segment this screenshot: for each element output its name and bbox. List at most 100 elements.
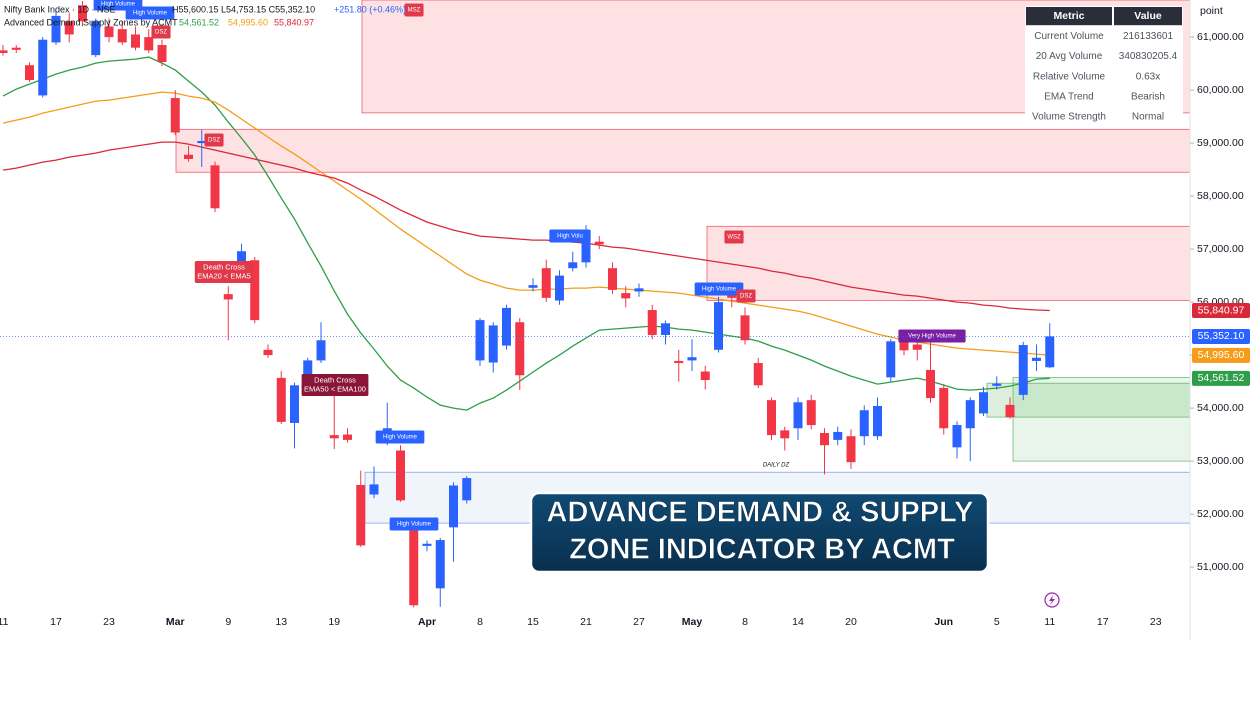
annotation-text: DAILY DZ bbox=[763, 463, 790, 469]
candle-body bbox=[0, 50, 8, 53]
candle-body bbox=[873, 405, 882, 437]
candle-body bbox=[263, 349, 273, 356]
annotation-text: High Volume bbox=[101, 2, 136, 8]
annotation-text: EMA50 < EMA100 bbox=[304, 384, 366, 393]
x-tick-label: 9 bbox=[225, 616, 231, 628]
candle-body bbox=[329, 435, 339, 439]
candle-body bbox=[144, 37, 154, 51]
candle-body bbox=[343, 434, 352, 440]
candle-body bbox=[608, 268, 617, 290]
annotation-text: Death Cross bbox=[203, 262, 245, 271]
x-tick-label: 17 bbox=[1097, 616, 1109, 628]
annotation-box bbox=[724, 230, 744, 244]
candle-body bbox=[727, 295, 737, 298]
candle-body bbox=[369, 484, 379, 495]
x-tick-label: 13 bbox=[275, 616, 287, 628]
annotation-box bbox=[549, 229, 591, 243]
candle-body bbox=[396, 450, 405, 501]
annotation-box bbox=[151, 25, 171, 39]
annotation-box bbox=[736, 289, 756, 303]
candle-body bbox=[1005, 404, 1015, 418]
candle-body bbox=[1018, 345, 1028, 395]
price-tag-label: 55,352.10 bbox=[1198, 330, 1245, 342]
candle-body bbox=[250, 260, 260, 321]
indicator-value: 54,561.52 bbox=[179, 17, 219, 27]
price-tag bbox=[1192, 370, 1250, 386]
table-cell: 0.63x bbox=[1136, 71, 1160, 82]
candle-body bbox=[780, 430, 790, 439]
candle-body bbox=[661, 323, 670, 335]
ohlc: H55,600.15 L54,753.15 C55,352.10 bbox=[172, 4, 315, 14]
y-tick-label: 51,000.00 bbox=[1197, 561, 1244, 573]
y-tick-label: 57,000.00 bbox=[1197, 243, 1244, 255]
table-header: Metric bbox=[1054, 10, 1085, 22]
symbol: Nifty Bank Index · 1D · NSE bbox=[4, 4, 116, 14]
y-tick-label: 61,000.00 bbox=[1197, 31, 1244, 43]
overlay: 51,000.0052,000.0053,000.0054,000.0055,0… bbox=[1190, 31, 1250, 573]
candle-body bbox=[541, 268, 551, 298]
table-cell: EMA Trend bbox=[1044, 92, 1093, 103]
zone bbox=[175, 128, 1191, 173]
table-cell: 20 Avg Volume bbox=[1036, 51, 1103, 62]
alert-icon[interactable] bbox=[1044, 592, 1060, 608]
x-tick-label: 8 bbox=[742, 616, 748, 628]
annotation-text: High Volu bbox=[557, 234, 583, 240]
x-tick-label: 23 bbox=[103, 616, 115, 628]
indicator-value: 55,840.97 bbox=[274, 17, 314, 27]
candle-body bbox=[237, 251, 246, 265]
candle-body bbox=[594, 241, 604, 245]
zone bbox=[706, 225, 1191, 301]
annotation-text: MSZ bbox=[408, 8, 421, 14]
candle-body bbox=[899, 341, 909, 351]
candle-body bbox=[356, 484, 366, 546]
candle-body bbox=[767, 400, 776, 436]
candle-body bbox=[78, 5, 87, 22]
candle-body bbox=[316, 340, 326, 361]
candle-body bbox=[992, 383, 1002, 386]
candle-body bbox=[515, 322, 525, 376]
candle-body bbox=[568, 262, 578, 269]
table-header: Value bbox=[1134, 10, 1162, 22]
annotation-text: Very High Volume bbox=[908, 334, 956, 340]
candle-body bbox=[462, 478, 472, 501]
candle-body bbox=[11, 47, 21, 50]
candle-body bbox=[303, 360, 313, 376]
candle-body bbox=[409, 530, 419, 606]
annotation-box bbox=[375, 430, 425, 444]
banner-line: ZONE INDICATOR BY ACMT bbox=[569, 534, 955, 566]
candle-body bbox=[64, 21, 74, 35]
candle-body bbox=[184, 154, 193, 159]
candle-body bbox=[197, 140, 207, 144]
candle-body bbox=[276, 377, 286, 422]
x-tick-label: Apr bbox=[418, 616, 436, 628]
candle-body bbox=[555, 275, 564, 301]
candle-body bbox=[621, 293, 631, 299]
candle-body bbox=[104, 26, 114, 38]
candle-body bbox=[952, 425, 962, 448]
candle-body bbox=[91, 21, 101, 56]
candle-body bbox=[965, 400, 975, 429]
candle-body bbox=[753, 363, 763, 386]
x-tick-label: Jun bbox=[934, 616, 953, 628]
candle-body bbox=[435, 540, 445, 589]
price-tag bbox=[1192, 347, 1250, 363]
candle-body bbox=[647, 310, 657, 335]
banner-line: ADVANCE DEMAND & SUPPLY bbox=[547, 497, 974, 529]
y-tick-label: 60,000.00 bbox=[1197, 84, 1244, 96]
candle-body bbox=[634, 288, 644, 292]
price-tag-label: 54,561.52 bbox=[1198, 372, 1245, 384]
annotation-text: EMA20 < EMA5 bbox=[197, 271, 251, 280]
price-tag-label: 55,840.97 bbox=[1198, 304, 1245, 316]
annotation-box bbox=[194, 261, 254, 283]
candle-body bbox=[700, 371, 710, 381]
annotation-text: High Volume bbox=[383, 435, 418, 441]
candle-body bbox=[926, 369, 935, 399]
x-tick-label: 11 bbox=[1044, 616, 1055, 628]
candle-body bbox=[210, 165, 220, 209]
candle-body bbox=[846, 436, 856, 463]
candle-body bbox=[422, 543, 432, 546]
candle-body bbox=[581, 230, 591, 263]
candle-body bbox=[51, 15, 61, 43]
change: +251.80 (+0.46%) bbox=[334, 4, 406, 14]
